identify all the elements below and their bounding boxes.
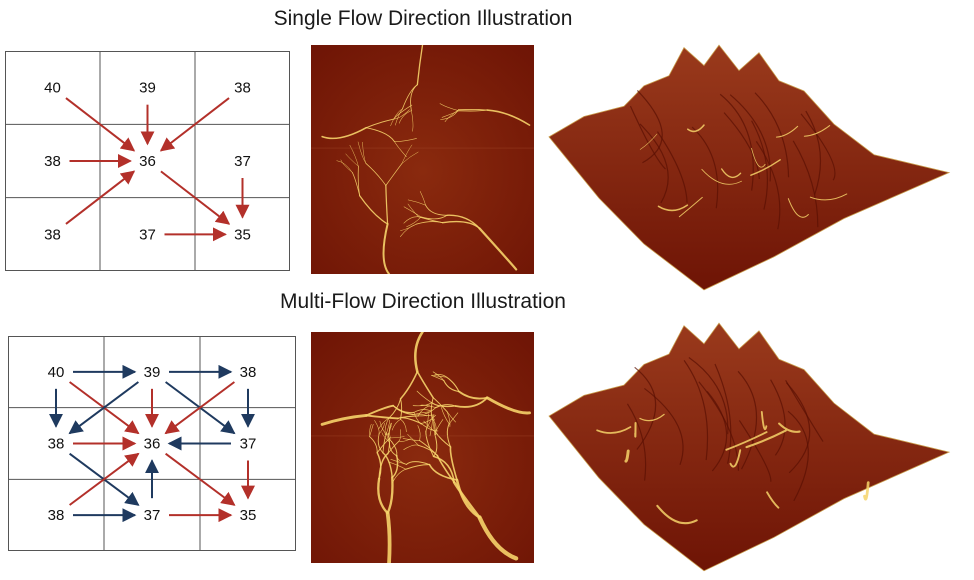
cell-elevation-label: 38 [48,436,65,453]
cell-elevation-label: 38 [240,364,257,381]
cell-elevation-label: 36 [144,436,161,453]
map-background [311,45,534,274]
cell-elevation-label: 37 [240,436,257,453]
terrain-surface [548,44,951,291]
cell-elevation-label: 37 [139,226,156,243]
single-flow-terrain-render [548,44,951,291]
flow-arrow-red [164,381,235,435]
single-flow-accumulation-map [311,45,534,274]
terrain-ridges [629,90,836,230]
cell-elevation-label: 39 [144,364,161,381]
flow-arrow-blue [68,381,139,435]
flow-arrow-red [65,170,136,225]
title-multi-flow: Multi-Flow Direction Illustration [280,290,566,313]
cell-elevation-label: 38 [48,507,65,524]
multi-flow-grid-diagram: 40 39 38 38 36 37 38 37 35 [8,336,296,551]
cell-elevation-label: 40 [44,80,61,97]
cell-elevation-label: 35 [240,507,257,524]
cell-elevation-label: 37 [144,507,161,524]
flow-arrow-red [160,170,231,225]
cell-elevation-label: 37 [234,153,251,170]
single-flow-grid-diagram: 40 39 38 38 36 37 38 37 35 [5,51,290,271]
multi-flow-terrain-render [548,322,951,572]
cell-elevation-label: 38 [44,226,61,243]
multi-flow-accumulation-map [311,332,534,563]
flow-arrow-red [69,452,140,506]
drainage-channels [321,45,531,274]
cell-elevation-label: 39 [139,80,156,97]
cell-elevation-label: 35 [234,226,251,243]
map-background [311,332,534,563]
cell-elevation-label: 38 [44,153,61,170]
flow-arrow-red [165,452,236,506]
cell-elevation-label: 38 [234,80,251,97]
flow-arrow-red [65,97,136,152]
cell-elevation-label: 40 [48,364,65,381]
terrain-channels [596,410,870,525]
terrain-channels [639,124,848,218]
drainage-channels [320,332,532,563]
terrain-ridges [626,357,824,502]
flow-arrow-red [159,97,230,152]
cell-elevation-label: 36 [139,153,156,170]
title-single-flow: Single Flow Direction Illustration [273,7,573,30]
